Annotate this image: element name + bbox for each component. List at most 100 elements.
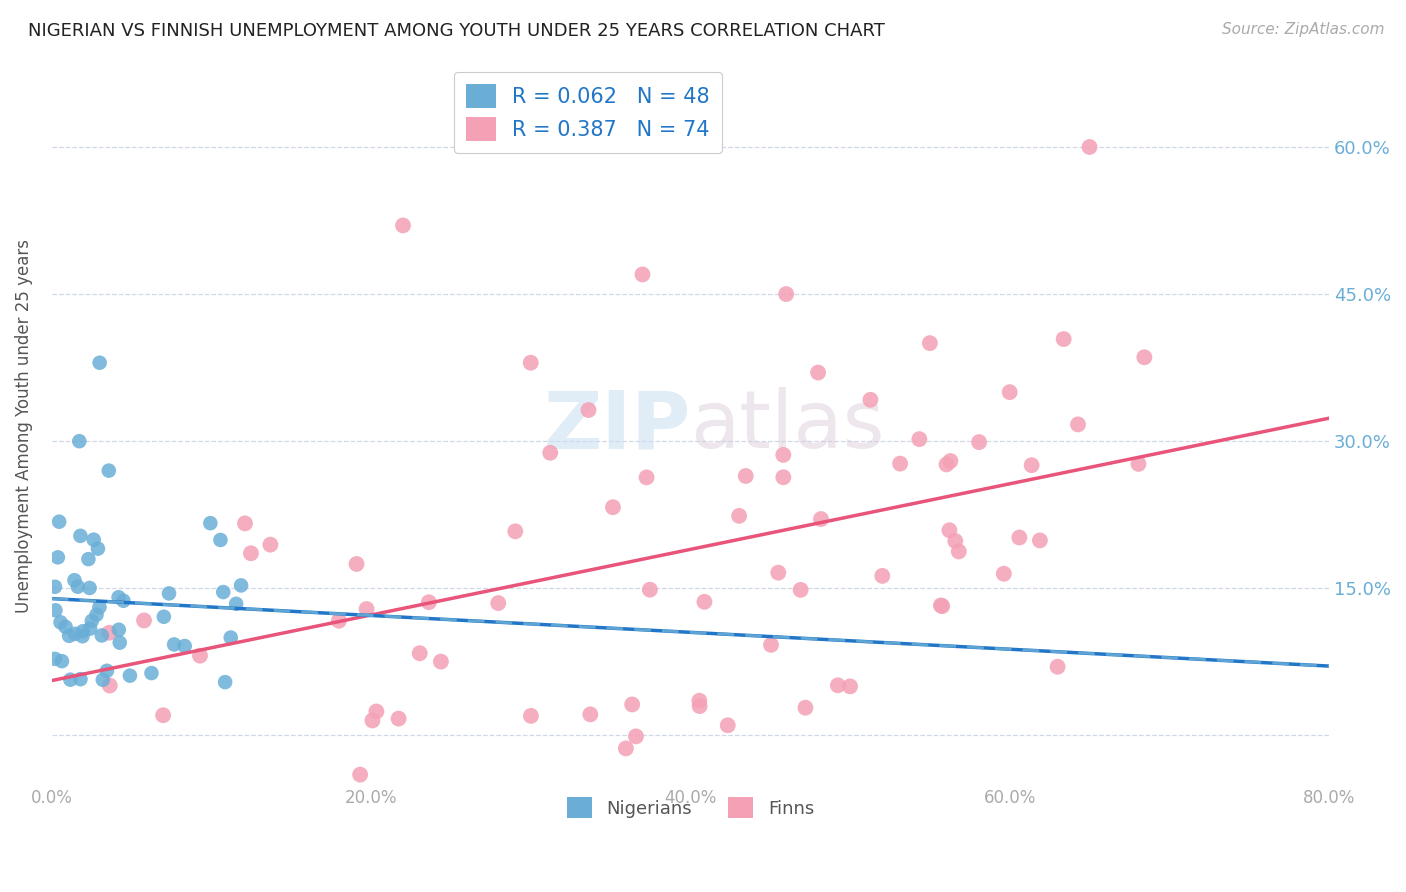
Point — [993, 566, 1015, 581]
Point — [538, 446, 561, 460]
Point — [689, 699, 711, 714]
Point — [579, 707, 602, 722]
Y-axis label: Unemployment Among Youth under 25 years: Unemployment Among Youth under 25 years — [15, 239, 32, 614]
Point — [1067, 417, 1090, 432]
Point — [931, 599, 953, 614]
Point — [693, 595, 716, 609]
Point — [69, 529, 91, 543]
Point — [1053, 332, 1076, 346]
Point — [409, 646, 432, 660]
Point — [794, 700, 817, 714]
Point — [935, 458, 957, 472]
Point — [772, 448, 794, 462]
Point — [87, 541, 110, 556]
Point — [108, 635, 131, 649]
Point — [157, 586, 180, 600]
Point — [998, 385, 1021, 400]
Point — [759, 638, 782, 652]
Point — [908, 432, 931, 446]
Point — [631, 268, 654, 282]
Point — [89, 600, 111, 615]
Point — [188, 648, 211, 663]
Point — [520, 709, 543, 723]
Text: ZIP: ZIP — [543, 387, 690, 466]
Point — [430, 655, 453, 669]
Point — [938, 523, 960, 537]
Point — [349, 767, 371, 781]
Point — [519, 356, 541, 370]
Point — [614, 741, 637, 756]
Point — [1021, 458, 1043, 473]
Point — [734, 469, 756, 483]
Point — [872, 569, 894, 583]
Point — [366, 705, 388, 719]
Point — [827, 678, 849, 692]
Point — [79, 581, 101, 595]
Point — [346, 557, 368, 571]
Point — [624, 730, 647, 744]
Point — [79, 622, 101, 636]
Point — [214, 675, 236, 690]
Point — [775, 287, 797, 301]
Point — [728, 508, 751, 523]
Point — [212, 585, 235, 599]
Point — [807, 366, 830, 380]
Point — [688, 694, 710, 708]
Point — [229, 578, 252, 592]
Point — [141, 666, 163, 681]
Point — [889, 457, 911, 471]
Point — [55, 620, 77, 634]
Point — [789, 582, 811, 597]
Point — [259, 538, 281, 552]
Point — [239, 546, 262, 560]
Point — [219, 631, 242, 645]
Text: Source: ZipAtlas.com: Source: ZipAtlas.com — [1222, 22, 1385, 37]
Point — [602, 500, 624, 515]
Point — [89, 356, 111, 370]
Text: NIGERIAN VS FINNISH UNEMPLOYMENT AMONG YOUTH UNDER 25 YEARS CORRELATION CHART: NIGERIAN VS FINNISH UNEMPLOYMENT AMONG Y… — [28, 22, 884, 40]
Point — [91, 673, 114, 687]
Point — [361, 714, 384, 728]
Point — [486, 596, 509, 610]
Point — [118, 668, 141, 682]
Point — [967, 435, 990, 450]
Point — [153, 609, 176, 624]
Point — [387, 712, 409, 726]
Point — [44, 580, 66, 594]
Point — [98, 625, 121, 640]
Point — [1046, 659, 1069, 673]
Point — [392, 219, 415, 233]
Point — [63, 573, 86, 587]
Point — [772, 470, 794, 484]
Point — [839, 679, 862, 693]
Point — [107, 623, 129, 637]
Point — [939, 454, 962, 468]
Point — [69, 672, 91, 686]
Point — [66, 580, 89, 594]
Point — [1128, 457, 1150, 471]
Point — [107, 591, 129, 605]
Point — [59, 673, 82, 687]
Point — [859, 392, 882, 407]
Point — [49, 615, 72, 630]
Point — [1029, 533, 1052, 548]
Legend: Nigerians, Finns: Nigerians, Finns — [560, 790, 821, 825]
Point — [132, 614, 155, 628]
Point — [44, 652, 66, 666]
Point — [152, 708, 174, 723]
Point — [48, 515, 70, 529]
Point — [173, 639, 195, 653]
Point — [72, 629, 94, 643]
Point — [72, 624, 94, 639]
Point — [86, 607, 108, 622]
Point — [1008, 531, 1031, 545]
Point — [356, 602, 378, 616]
Point — [943, 533, 966, 548]
Point — [503, 524, 526, 539]
Text: atlas: atlas — [690, 387, 884, 466]
Point — [929, 599, 952, 613]
Point — [44, 603, 66, 617]
Point — [810, 512, 832, 526]
Point — [636, 470, 658, 484]
Point — [578, 403, 600, 417]
